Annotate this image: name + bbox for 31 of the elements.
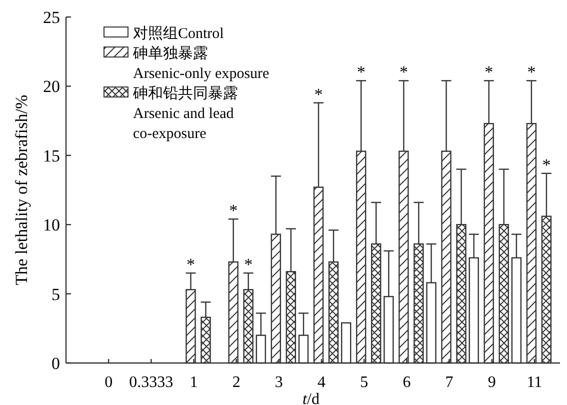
x-tick-label: 7 [445,374,454,391]
y-axis-title: The lethality of zebrafish/% [12,94,31,286]
y-tick-label: 10 [43,216,60,235]
annotation: * [542,155,551,174]
annotation: * [527,62,536,82]
x-tick-label: 0 [104,374,113,391]
annotation: * [229,201,238,220]
annotation: * [356,62,366,82]
x-tick-label: 6 [402,374,411,391]
x-tick-label: 0.3333 [129,374,174,391]
x-tick-label: 4 [318,374,326,391]
annotation: * [186,255,196,274]
y-tick-label: 25 [43,8,60,27]
x-axis-title: t/d [302,391,320,405]
legend-label: 砷和铅共同暴露 Arsenic and lead co-exposure [132,85,238,142]
x-tick-label: 2 [232,374,240,391]
x-tick-label: 3 [274,374,283,391]
annotation: * [244,255,253,274]
x-tick-label: 11 [526,374,542,391]
annotation: * [314,84,323,104]
y-tick-label: 5 [52,284,60,304]
annotation: * [484,62,494,82]
x-tick-label: 9 [488,374,496,391]
x-tick-label: 5 [360,374,368,391]
annotation: * [399,62,408,82]
y-tick-label: 20 [43,77,60,96]
y-tick-label: 15 [43,146,60,166]
x-tick-label: 1 [190,374,198,391]
legend-label: 砷单独暴露 Arsenic-only exposure [132,45,270,82]
legend-label: 对照组Control [133,25,224,42]
y-tick-label: 0 [52,354,60,373]
